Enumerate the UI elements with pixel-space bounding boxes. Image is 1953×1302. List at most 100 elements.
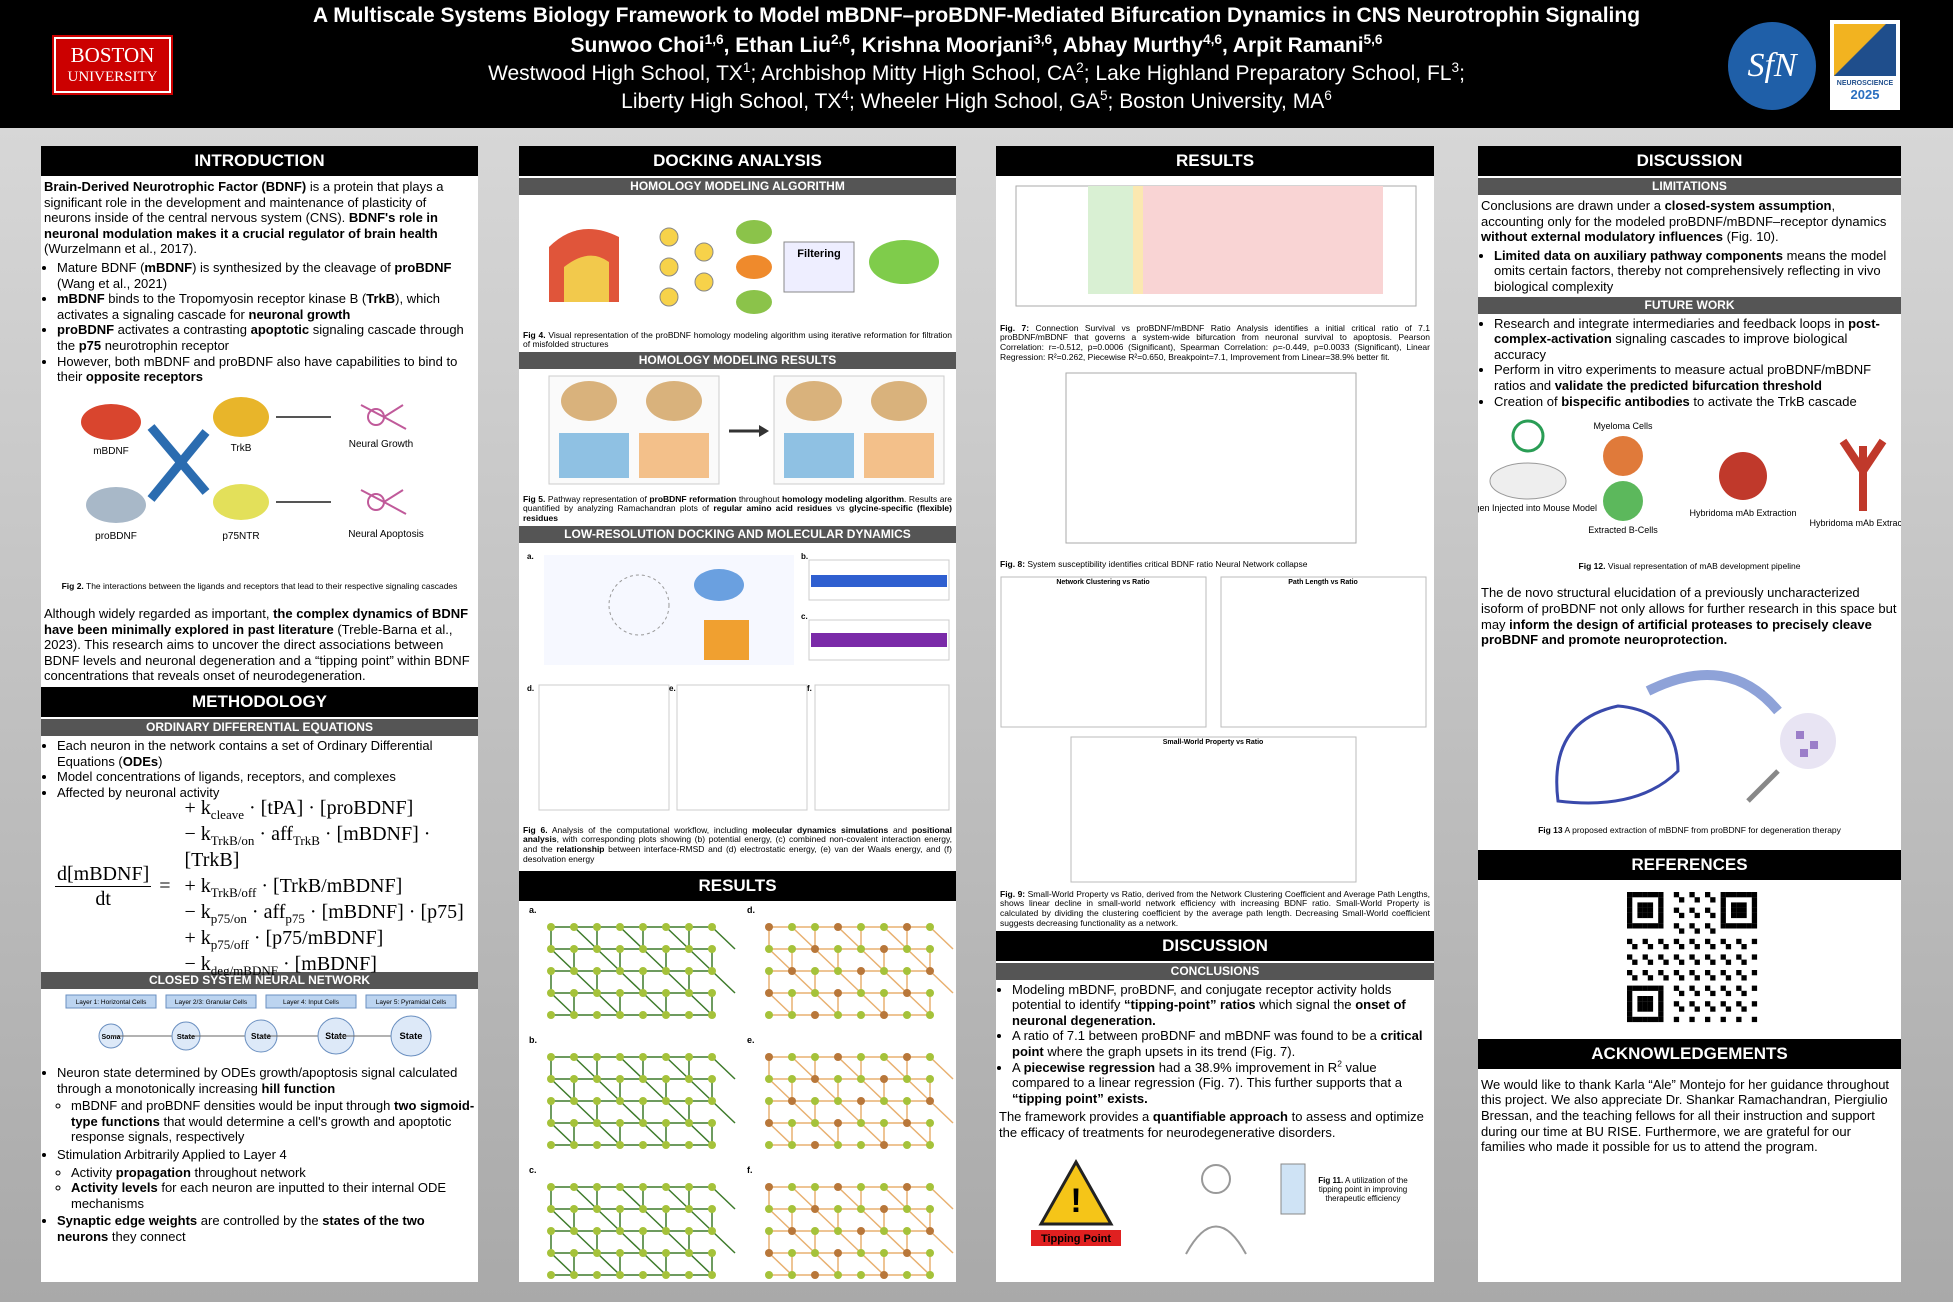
qr-cell bbox=[1653, 892, 1659, 898]
edge bbox=[665, 926, 690, 950]
node bbox=[788, 1270, 796, 1279]
node bbox=[616, 1010, 624, 1019]
qr-cell bbox=[1637, 1017, 1643, 1023]
text-run: ; Lake Highland Preparatory School, FL bbox=[1083, 62, 1452, 85]
text-run: are controlled by the bbox=[197, 1213, 323, 1229]
qr-cell bbox=[1751, 913, 1758, 919]
node bbox=[593, 988, 601, 997]
qr-cell bbox=[1658, 923, 1664, 929]
node bbox=[834, 1226, 842, 1235]
node bbox=[788, 1096, 796, 1105]
qr-cell bbox=[1673, 954, 1680, 960]
edge bbox=[768, 1122, 793, 1146]
node bbox=[765, 1270, 773, 1279]
node bbox=[765, 944, 773, 953]
node bbox=[788, 1118, 796, 1127]
bullet: However, both mBDNF and proBDNF also hav… bbox=[57, 354, 478, 385]
node-label: Soma bbox=[101, 1034, 120, 1041]
text-run: closed-system assumption bbox=[1664, 198, 1832, 213]
edge bbox=[837, 970, 862, 994]
node bbox=[547, 966, 555, 975]
node bbox=[708, 966, 716, 975]
text-run: for each neuron are inputted to their in… bbox=[71, 1180, 447, 1211]
section-heading: RESULTS bbox=[996, 146, 1434, 176]
node bbox=[662, 1118, 670, 1127]
node bbox=[926, 1052, 934, 1061]
node bbox=[880, 922, 888, 931]
text-run: 4,6 bbox=[1202, 32, 1222, 47]
node bbox=[547, 1052, 555, 1061]
panel-label: f. bbox=[747, 1165, 753, 1175]
edge bbox=[906, 1252, 931, 1276]
text-run: · [tPA] · [proBDNF] bbox=[244, 797, 414, 820]
text-run: ; bbox=[1459, 62, 1465, 85]
node bbox=[616, 1270, 624, 1279]
qr-cell bbox=[1663, 959, 1669, 966]
text-run: value compared to a linear regression (F… bbox=[1012, 1059, 1402, 1091]
text-run: Fig. 8: bbox=[1000, 559, 1026, 570]
qr-cell bbox=[1653, 985, 1659, 992]
node bbox=[708, 1248, 716, 1257]
qr-cell bbox=[1751, 954, 1758, 960]
text-run: The de novo structural elucidation of a … bbox=[1481, 585, 1897, 632]
node bbox=[788, 1010, 796, 1019]
neuroscience-logo: NEUROSCIENCE 2025 bbox=[1830, 20, 1900, 110]
qr-cell bbox=[1731, 913, 1737, 919]
qr-cell bbox=[1637, 913, 1643, 919]
text-run: Stimulation Arbitrarily Applied to Layer… bbox=[57, 1146, 287, 1162]
qr-cell bbox=[1632, 985, 1638, 992]
node bbox=[593, 922, 601, 931]
edge bbox=[860, 1252, 885, 1276]
node bbox=[811, 922, 819, 931]
qr-cell bbox=[1725, 959, 1732, 966]
qr-cell bbox=[1725, 944, 1732, 950]
eq-text: dt bbox=[95, 887, 111, 910]
text-run: Conclusions are drawn under a bbox=[1481, 198, 1665, 213]
qr-cell bbox=[1658, 913, 1664, 919]
node bbox=[788, 1226, 796, 1235]
qr-cell bbox=[1720, 1017, 1726, 1023]
edge bbox=[791, 926, 816, 950]
node bbox=[926, 1248, 934, 1257]
edge bbox=[929, 1100, 954, 1124]
text-run: p75/off bbox=[210, 937, 249, 953]
node bbox=[926, 1182, 934, 1191]
text-run: piecewise regression bbox=[1023, 1059, 1156, 1075]
text-run: glycine-specific (flexible) residues bbox=[523, 503, 952, 524]
qr-cell bbox=[1658, 954, 1664, 960]
node bbox=[811, 1052, 819, 1061]
qr-cell bbox=[1736, 1017, 1742, 1023]
text-run: 2,6 bbox=[830, 32, 850, 47]
node bbox=[662, 1204, 670, 1213]
section-heading: REFERENCES bbox=[1478, 850, 1901, 881]
qr-cell bbox=[1647, 996, 1654, 1002]
qr-cell bbox=[1647, 944, 1654, 950]
edge bbox=[550, 1252, 575, 1276]
qr-cell bbox=[1705, 939, 1711, 945]
edge bbox=[665, 1100, 690, 1124]
node bbox=[616, 1226, 624, 1235]
node bbox=[765, 1226, 773, 1235]
node bbox=[639, 1248, 647, 1257]
node bbox=[788, 1074, 796, 1083]
node bbox=[616, 1074, 624, 1083]
qr-cell bbox=[1679, 928, 1685, 934]
qr-cell bbox=[1632, 975, 1638, 981]
node bbox=[547, 1096, 555, 1105]
node bbox=[593, 1010, 601, 1019]
node bbox=[708, 1052, 716, 1061]
node bbox=[857, 1248, 865, 1257]
edge bbox=[550, 1208, 575, 1232]
qr-cell bbox=[1673, 985, 1680, 992]
node bbox=[570, 1182, 578, 1191]
node bbox=[570, 1204, 578, 1213]
text-run: Mature BDNF ( bbox=[57, 259, 145, 275]
node bbox=[662, 944, 670, 953]
text-run: , Arpit Ramani bbox=[1221, 34, 1364, 57]
node bbox=[811, 1270, 819, 1279]
text-run: mBDNF bbox=[57, 291, 105, 307]
node bbox=[880, 1010, 888, 1019]
text-run: Brain-Derived Neurotrophic Factor (BDNF) bbox=[44, 179, 307, 194]
panel-label: f. bbox=[807, 684, 812, 693]
qr-cell bbox=[1637, 996, 1643, 1002]
